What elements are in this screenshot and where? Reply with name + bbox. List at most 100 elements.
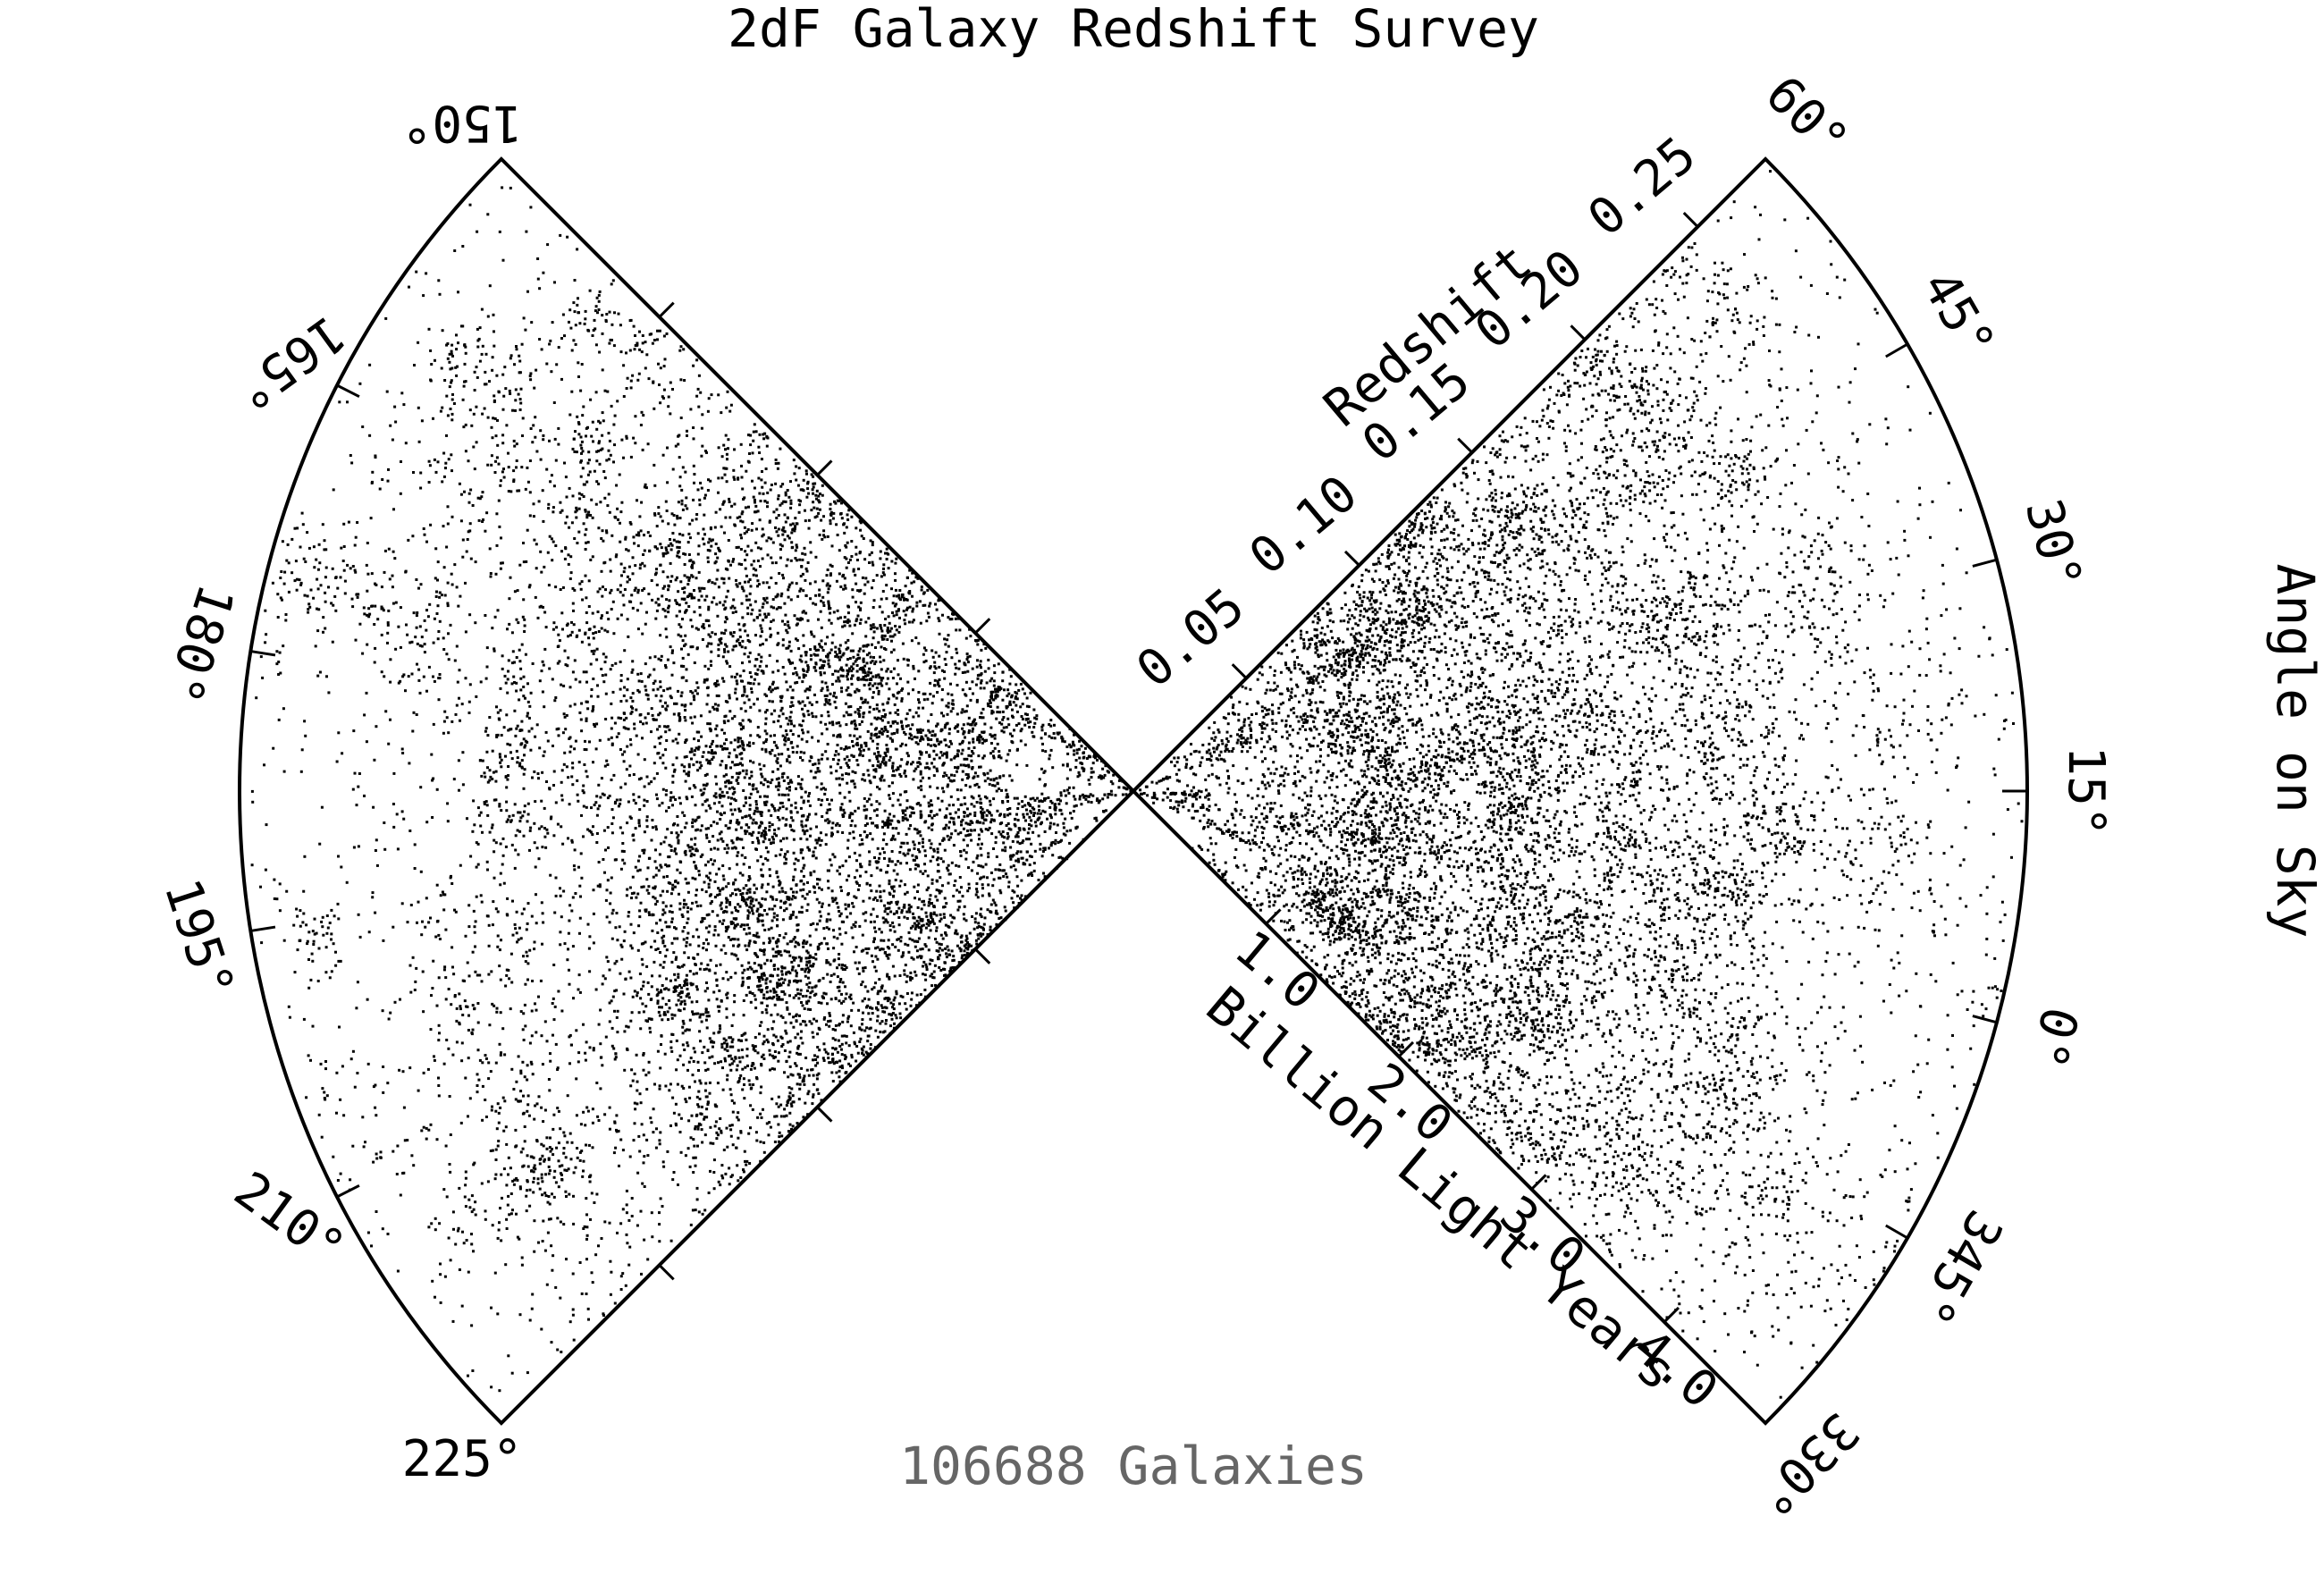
north-galaxy-point xyxy=(850,819,854,822)
north-galaxy-point xyxy=(869,627,872,631)
north-galaxy-point xyxy=(919,810,922,813)
north-galaxy-point xyxy=(659,680,662,684)
north-galaxy-point xyxy=(758,492,762,495)
north-galaxy-point xyxy=(846,763,849,767)
north-galaxy-point xyxy=(741,510,745,514)
north-galaxy-point xyxy=(763,837,767,840)
north-galaxy-point xyxy=(874,824,878,828)
north-galaxy-point xyxy=(557,1185,560,1189)
north-galaxy-point xyxy=(903,903,906,906)
north-galaxy-point xyxy=(467,1374,469,1377)
north-galaxy-point xyxy=(564,1156,568,1159)
north-galaxy-point xyxy=(498,525,501,528)
north-galaxy-point xyxy=(786,850,789,854)
north-galaxy-point xyxy=(1057,855,1061,859)
north-galaxy-point xyxy=(540,799,543,803)
north-galaxy-point xyxy=(861,1018,864,1022)
north-galaxy-point xyxy=(612,423,616,426)
north-galaxy-point xyxy=(763,729,767,733)
north-galaxy-point xyxy=(930,918,934,922)
north-galaxy-point xyxy=(817,511,821,515)
north-galaxy-point xyxy=(778,572,781,575)
north-galaxy-point xyxy=(375,1210,378,1213)
north-galaxy-point xyxy=(1039,812,1042,815)
north-galaxy-point xyxy=(616,507,619,510)
north-galaxy-point xyxy=(432,675,434,678)
north-galaxy-point xyxy=(777,1123,780,1126)
north-galaxy-point xyxy=(924,659,928,662)
north-galaxy-point xyxy=(332,603,335,607)
north-galaxy-point xyxy=(355,1006,358,1010)
north-galaxy-point xyxy=(790,1087,794,1091)
north-galaxy-point xyxy=(697,598,701,602)
north-galaxy-point xyxy=(828,619,831,622)
north-galaxy-point xyxy=(869,1026,872,1030)
north-galaxy-point xyxy=(560,825,563,829)
north-galaxy-point xyxy=(752,904,755,907)
north-galaxy-point xyxy=(849,705,853,708)
north-galaxy-point xyxy=(916,883,920,887)
north-galaxy-point xyxy=(666,864,669,868)
north-galaxy-point xyxy=(442,648,446,651)
north-galaxy-point xyxy=(980,934,983,938)
north-galaxy-point xyxy=(530,727,534,730)
north-galaxy-point xyxy=(834,1023,838,1027)
north-galaxy-point xyxy=(911,571,914,575)
north-galaxy-point xyxy=(708,727,712,730)
north-galaxy-point xyxy=(333,914,336,918)
north-galaxy-point xyxy=(462,384,466,388)
north-galaxy-point xyxy=(340,865,343,869)
north-galaxy-point xyxy=(678,1131,682,1133)
north-galaxy-point xyxy=(948,739,952,743)
north-galaxy-point xyxy=(948,618,952,621)
north-galaxy-point xyxy=(903,769,906,772)
north-galaxy-point xyxy=(623,930,627,933)
north-galaxy-point xyxy=(727,779,730,782)
north-galaxy-point xyxy=(666,889,669,893)
north-galaxy-point xyxy=(691,876,695,880)
north-galaxy-point xyxy=(1048,723,1051,726)
north-galaxy-point xyxy=(905,658,909,661)
north-galaxy-point xyxy=(730,1099,734,1102)
north-galaxy-point xyxy=(565,765,568,769)
north-galaxy-point xyxy=(724,616,728,619)
north-galaxy-point xyxy=(516,756,519,760)
north-galaxy-point xyxy=(685,940,688,944)
north-galaxy-point xyxy=(788,823,792,827)
north-galaxy-point xyxy=(996,711,999,714)
north-galaxy-point xyxy=(570,630,574,634)
north-galaxy-point xyxy=(868,863,872,866)
north-galaxy-point xyxy=(731,786,735,789)
north-galaxy-point xyxy=(843,796,846,799)
north-galaxy-point xyxy=(619,972,622,975)
north-galaxy-point xyxy=(780,706,784,710)
north-galaxy-point xyxy=(808,759,812,762)
north-galaxy-point xyxy=(725,660,728,663)
north-galaxy-point xyxy=(1032,807,1036,811)
north-galaxy-point xyxy=(508,597,511,601)
north-galaxy-point xyxy=(654,571,658,575)
north-galaxy-point xyxy=(637,531,640,535)
north-galaxy-point xyxy=(957,864,961,868)
north-galaxy-point xyxy=(747,875,751,878)
north-galaxy-point xyxy=(831,517,835,520)
north-galaxy-point xyxy=(956,725,959,729)
north-galaxy-point xyxy=(731,892,734,896)
north-galaxy-point xyxy=(930,916,933,920)
north-galaxy-point xyxy=(403,1139,407,1142)
north-galaxy-point xyxy=(1081,793,1084,796)
north-galaxy-point xyxy=(742,589,745,593)
north-galaxy-point xyxy=(518,563,522,567)
north-galaxy-point xyxy=(744,710,747,713)
north-galaxy-point xyxy=(806,966,810,970)
north-galaxy-point xyxy=(805,569,809,573)
north-galaxy-point xyxy=(745,884,748,888)
north-galaxy-point xyxy=(705,1108,709,1111)
north-galaxy-point xyxy=(529,1060,533,1064)
north-galaxy-point xyxy=(813,645,817,649)
north-galaxy-point xyxy=(477,813,481,817)
north-galaxy-point xyxy=(728,867,731,871)
north-galaxy-point xyxy=(800,905,804,909)
north-galaxy-point xyxy=(671,739,675,743)
north-galaxy-point xyxy=(615,1114,619,1117)
